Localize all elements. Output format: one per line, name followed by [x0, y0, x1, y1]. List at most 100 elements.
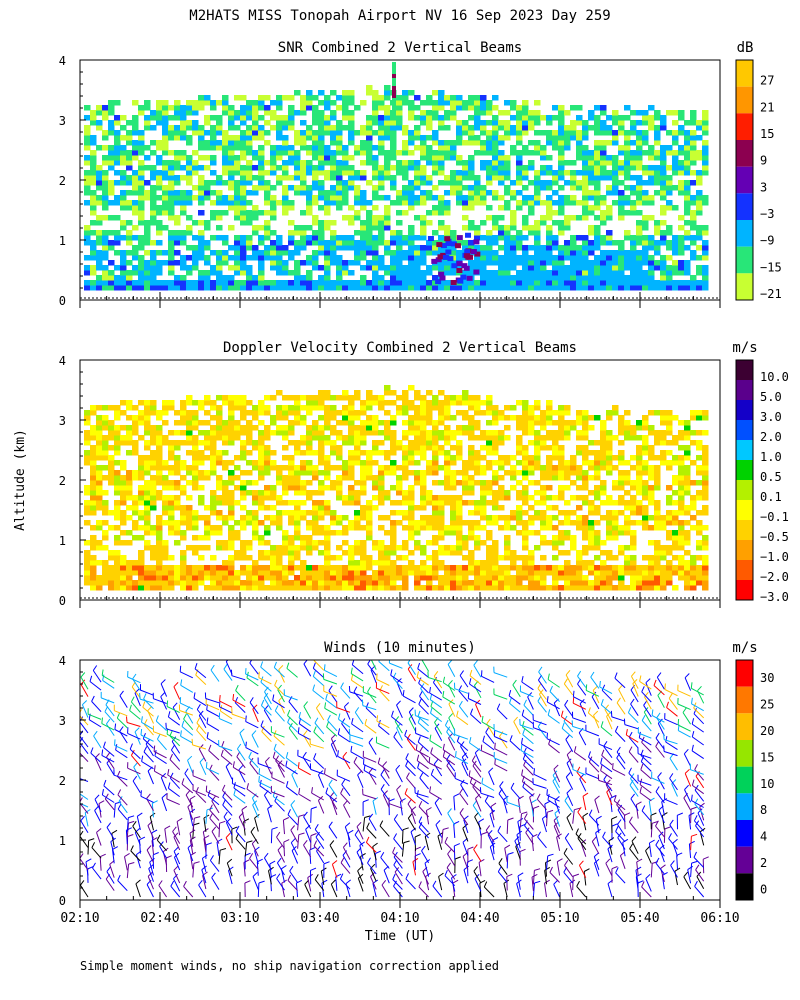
snr-cell	[444, 150, 451, 156]
velocity-cell	[156, 450, 163, 456]
snr-cell	[396, 190, 403, 196]
colorbar-swatch	[736, 246, 753, 274]
velocity-cell	[150, 570, 157, 576]
velocity-cell	[156, 565, 163, 571]
snr-cell	[408, 110, 415, 116]
snr-cell	[612, 275, 619, 281]
velocity-cell	[150, 505, 157, 511]
velocity-cell	[324, 460, 331, 466]
velocity-cell	[534, 585, 541, 591]
snr-cell	[132, 155, 139, 161]
velocity-cell	[120, 475, 127, 481]
velocity-cell	[456, 550, 463, 556]
snr-cell	[588, 205, 595, 211]
snr-cell	[198, 130, 205, 136]
snr-cell	[216, 280, 223, 286]
snr-cell	[582, 130, 589, 136]
velocity-cell	[234, 475, 241, 481]
snr-cell	[558, 265, 565, 271]
velocity-cell	[390, 520, 397, 526]
snr-cell	[618, 240, 625, 246]
snr-cell	[414, 285, 421, 291]
snr-cell	[594, 280, 601, 286]
snr-cell	[114, 195, 121, 201]
velocity-cell	[534, 400, 541, 406]
snr-cell	[672, 245, 679, 251]
velocity-cell	[300, 465, 307, 471]
velocity-cell	[564, 430, 571, 436]
velocity-cell	[498, 410, 505, 416]
snr-cell	[630, 245, 637, 251]
snr-cell	[144, 275, 151, 281]
snr-cell	[132, 125, 139, 131]
velocity-cell	[522, 445, 529, 451]
snr-cell	[396, 280, 403, 286]
velocity-cell	[192, 450, 199, 456]
velocity-cell	[318, 565, 325, 571]
velocity-cell	[360, 560, 367, 566]
velocity-cell	[228, 410, 235, 416]
velocity-cell	[402, 445, 409, 451]
velocity-cell	[288, 470, 295, 476]
velocity-cell	[420, 395, 427, 401]
snr-cell	[342, 105, 349, 111]
velocity-cell	[330, 410, 337, 416]
snr-cell	[264, 105, 271, 111]
snr-cell	[696, 190, 703, 196]
velocity-cell	[288, 405, 295, 411]
snr-cell	[546, 275, 553, 281]
snr-cell	[420, 135, 427, 141]
snr-cell	[324, 280, 331, 286]
snr-cell	[108, 160, 115, 166]
snr-cell	[288, 95, 295, 101]
snr-cell	[336, 240, 343, 246]
velocity-cell	[354, 440, 361, 446]
snr-cell	[156, 260, 163, 266]
snr-cell	[108, 145, 115, 151]
snr-cell	[108, 275, 115, 281]
snr-cell	[660, 275, 667, 281]
snr-cell	[246, 210, 253, 216]
snr-cell	[312, 265, 319, 271]
snr-cell	[318, 145, 325, 151]
figure-title: M2HATS MISS Tonopah Airport NV 16 Sep 20…	[189, 8, 610, 24]
velocity-cell	[198, 515, 205, 521]
velocity-cell	[522, 570, 529, 576]
velocity-cell	[288, 545, 295, 551]
snr-cell	[246, 105, 253, 111]
velocity-cell	[318, 480, 325, 486]
snr-cell	[378, 135, 385, 141]
velocity-cell	[300, 415, 307, 421]
snr-cell	[192, 130, 199, 136]
velocity-cell	[486, 520, 493, 526]
snr-cell	[576, 150, 583, 156]
snr-cell	[612, 260, 619, 266]
velocity-cell	[306, 575, 313, 581]
velocity-cell	[240, 550, 247, 556]
velocity-cell	[138, 415, 145, 421]
snr-cell	[390, 155, 397, 161]
velocity-cell	[240, 495, 247, 501]
velocity-cell	[276, 425, 283, 431]
velocity-cell	[390, 560, 397, 566]
snr-cell	[174, 110, 181, 116]
snr-cell	[120, 235, 127, 241]
snr-cell	[390, 250, 397, 256]
snr-cell	[606, 285, 613, 291]
snr-cell	[576, 145, 583, 151]
snr-cell	[678, 160, 685, 166]
velocity-cell	[486, 445, 493, 451]
velocity-cell	[174, 485, 181, 491]
velocity-cell	[144, 430, 151, 436]
velocity-cell	[156, 560, 163, 566]
snr-cell	[690, 225, 697, 231]
snr-cell	[420, 115, 427, 121]
velocity-cell	[156, 535, 163, 541]
snr-cell	[642, 165, 649, 171]
snr-cell	[330, 235, 337, 241]
velocity-cell	[258, 585, 265, 591]
snr-cell	[600, 170, 607, 176]
velocity-cell	[324, 555, 331, 561]
velocity-cell	[540, 445, 547, 451]
velocity-cell	[474, 585, 481, 591]
